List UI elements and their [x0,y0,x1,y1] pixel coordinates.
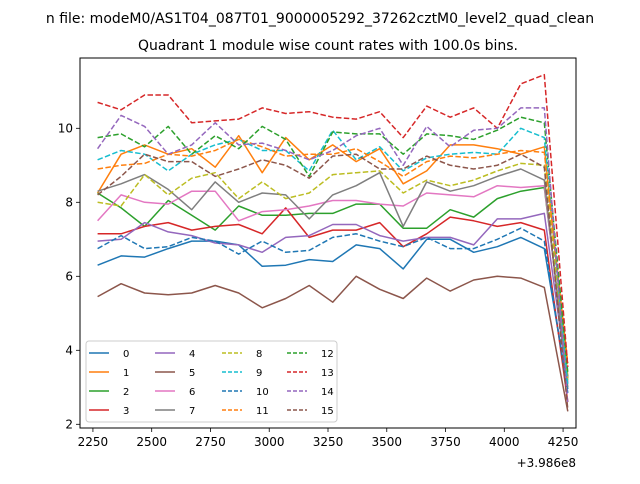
legend-label-15: 15 [321,406,334,417]
series-line-3 [97,207,569,403]
x-tick-label: 4000 [489,435,520,449]
x-tick-label: 2500 [136,435,167,449]
series-line-14 [96,107,569,404]
series-line-0 [97,236,569,390]
x-tick-label: 3750 [430,435,461,449]
series-line-4 [97,212,569,384]
x-tick-label: 3000 [254,435,285,449]
legend-label-12: 12 [321,349,334,360]
legend-label-2: 2 [123,387,129,398]
figure-suptitle: n file: modeM0/AS1T04_087T01_9000005292_… [46,11,594,27]
series-line-10 [97,227,569,394]
legend-label-8: 8 [256,349,262,360]
x-axis: 2250 2500 2750 3000 3250 3500 3750 4000 4250 [78,428,579,449]
legend-label-10: 10 [256,387,269,398]
legend-label-1: 1 [123,368,129,379]
series-line-7 [97,168,569,388]
series-line-11 [97,138,569,364]
y-tick-label: 6 [65,269,73,283]
series-line-5 [97,275,569,412]
series-line-6 [97,184,569,382]
y-tick-label: 8 [65,195,73,209]
series-line-8 [97,162,569,380]
legend-label-13: 13 [321,368,334,379]
series-line-15 [97,153,569,410]
legend-label-9: 9 [256,368,262,379]
x-offset-label: +3.986e8 [517,456,576,470]
legend-box [85,340,338,423]
legend-label-11: 11 [256,406,269,417]
x-tick-label: 3500 [371,435,402,449]
legend-label-5: 5 [189,368,195,379]
series-line-13 [97,73,569,367]
legend-label-4: 4 [189,349,195,360]
x-tick-label: 3250 [313,435,344,449]
series-line-1 [96,134,569,377]
series-line-2 [97,186,569,379]
x-tick-label: 2250 [78,435,109,449]
y-axis: 2 4 6 8 10 [58,121,80,431]
y-tick-label: 10 [58,121,73,135]
y-tick-label: 4 [65,343,73,357]
legend-label-3: 3 [123,406,129,417]
series-line-12 [97,116,569,373]
plot-lines [96,73,569,412]
y-tick-label: 2 [65,417,73,431]
chart-title: Quadrant 1 module wise count rates with … [138,38,518,54]
legend-label-0: 0 [123,349,129,360]
legend-label-7: 7 [189,406,195,417]
x-tick-label: 4250 [548,435,579,449]
series-line-9 [97,127,569,386]
legend-label-14: 14 [321,387,334,398]
legend-label-6: 6 [189,387,195,398]
x-tick-label: 2750 [195,435,226,449]
